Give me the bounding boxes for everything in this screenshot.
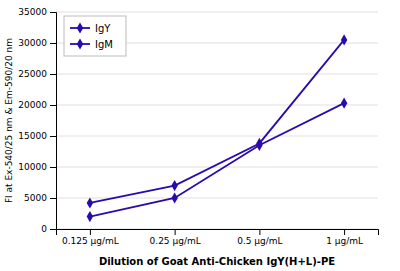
chart: 0.125 μg/mL 0.25 μg/mL 0.5 μg/mL 1 μg/mL 0 50…	[0, 0, 400, 271]
x-tick-label: 0.25 μg/mL	[150, 236, 201, 246]
y-tick-label: 35000	[18, 7, 47, 17]
point	[171, 192, 177, 203]
y-tick-label: 20000	[18, 100, 47, 110]
y-tick-mark	[50, 136, 56, 137]
x-tick-mark	[259, 229, 260, 235]
y-tick-label: 10000	[18, 162, 47, 172]
x-axis-line	[57, 230, 379, 236]
x-tick-label: 0.5 μg/mL	[237, 236, 282, 246]
y-tick-label: 5000	[24, 193, 47, 203]
y-tick: 0	[41, 224, 56, 234]
legend: IgY IgM	[64, 16, 126, 56]
x-tick: 0.5 μg/mL	[237, 229, 282, 246]
y-tick-mark	[50, 105, 56, 106]
line	[90, 103, 344, 216]
y-tick-mark	[50, 12, 56, 13]
x-axis-title: Dilution of Goat Anti-Chicken IgY(H+L)-P…	[99, 256, 335, 267]
grid	[56, 12, 378, 229]
series	[87, 98, 348, 223]
grid-line	[56, 198, 378, 199]
grid-line	[56, 167, 378, 168]
grid-line	[56, 12, 378, 13]
y-tick: 15000	[18, 131, 56, 141]
y-tick-label: 0	[41, 224, 47, 234]
point	[87, 211, 93, 222]
y-tick-label: 25000	[18, 69, 47, 79]
legend-marker	[77, 38, 83, 49]
x-tick-label: 1 μg/mL	[326, 236, 363, 246]
legend-entry: IgM	[70, 38, 113, 49]
x-tick: 0.125 μg/mL	[62, 229, 119, 246]
x-tick-mark	[344, 229, 345, 235]
y-axis-line	[50, 13, 57, 230]
y-tick: 30000	[18, 38, 56, 48]
legend-label: IgY	[95, 23, 111, 34]
point	[87, 197, 93, 208]
y-tick-mark	[50, 43, 56, 44]
series	[87, 34, 348, 208]
x-tick-mark	[175, 229, 176, 235]
point	[341, 98, 347, 109]
y-tick: 5000	[24, 193, 56, 203]
y-tick: 20000	[18, 100, 56, 110]
grid-line	[56, 105, 378, 106]
y-tick-mark	[50, 167, 56, 168]
point	[256, 138, 262, 149]
grid-line	[56, 74, 378, 75]
y-tick-label: 15000	[18, 131, 47, 141]
x-tick-mark	[90, 229, 91, 235]
y-axis-title: Fl at Ex-540/25 nm & Em-590/20 nm	[4, 38, 14, 203]
y-tick-mark	[50, 74, 56, 75]
y-tick-label: 30000	[18, 38, 47, 48]
y-tick: 10000	[18, 162, 56, 172]
point	[171, 180, 177, 191]
legend-entry: IgY	[70, 22, 111, 33]
point	[341, 34, 347, 45]
line	[90, 40, 344, 203]
y-tick-mark	[50, 198, 56, 199]
grid-line	[56, 136, 378, 137]
y-tick: 35000	[18, 7, 56, 17]
y-axis: 0 5000 10000 15000 20000 25000 30000 35000	[18, 7, 56, 234]
x-tick: 1 μg/mL	[326, 229, 363, 246]
x-axis: 0.125 μg/mL 0.25 μg/mL 0.5 μg/mL 1 μg/mL	[57, 229, 379, 246]
y-tick-mark	[50, 229, 56, 230]
y-tick: 25000	[18, 69, 56, 79]
legend-box	[64, 16, 126, 56]
legend-label: IgM	[95, 39, 113, 50]
plot-area	[87, 34, 348, 222]
x-tick: 0.25 μg/mL	[150, 229, 201, 246]
legend-marker	[77, 22, 83, 33]
x-tick-label: 0.125 μg/mL	[62, 236, 119, 246]
